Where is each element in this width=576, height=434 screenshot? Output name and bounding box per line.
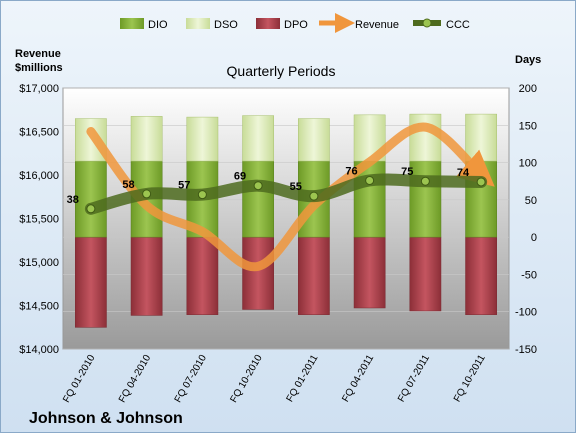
right-axis-tick-label: -50 xyxy=(521,269,537,281)
left-axis-tick-label: $15,000 xyxy=(19,257,59,269)
dso-bar xyxy=(465,113,497,162)
left-axis-tick-label: $16,500 xyxy=(19,127,59,139)
dpo-bar xyxy=(242,236,274,310)
x-axis-tick-label: FQ 01-2011 xyxy=(285,353,321,404)
ccc-point xyxy=(253,181,263,191)
bars xyxy=(75,113,497,328)
right-axis-title: Days xyxy=(515,54,541,66)
x-axis-tick-label: FQ 04-2010 xyxy=(117,353,153,405)
left-axis-tick-label: $16,000 xyxy=(19,170,59,182)
left-axis-tick-label: $15,500 xyxy=(19,214,59,226)
ccc-data-label: 76 xyxy=(345,165,357,177)
left-axis-tick-label: $17,000 xyxy=(19,83,59,95)
x-axis-tick-label: FQ 07-2011 xyxy=(396,353,432,404)
dso-bar xyxy=(409,113,442,162)
legend-marker-ccc xyxy=(422,18,432,28)
dpo-bar xyxy=(465,236,497,315)
lines xyxy=(84,122,495,272)
right-axis-tick-label: -150 xyxy=(515,344,537,356)
left-axis-tick-label: $14,000 xyxy=(19,344,59,356)
right-axis-tick-label: 0 xyxy=(531,232,537,244)
plot-area xyxy=(62,87,510,350)
dpo-bar xyxy=(130,236,163,316)
x-axis-tick-label: FQ 07-2010 xyxy=(173,353,209,405)
right-axis-tick-label: 100 xyxy=(519,158,537,170)
dso-bar xyxy=(242,115,274,162)
legend-label-revenue: Revenue xyxy=(355,19,399,31)
legend-label-dso: DSO xyxy=(214,19,238,31)
plot-title: Quarterly Periods xyxy=(227,63,336,79)
right-axis-tick-label: 50 xyxy=(525,195,537,207)
ccc-point xyxy=(86,204,96,214)
legend-label-dpo: DPO xyxy=(284,19,308,31)
right-axis-tick-label: 150 xyxy=(519,120,537,132)
ccc-data-label: 55 xyxy=(290,181,302,193)
left-axis-tick-label: $14,500 xyxy=(19,301,59,313)
company-name: Johnson & Johnson xyxy=(29,410,183,427)
dso-bar xyxy=(130,116,163,162)
ccc-data-label: 74 xyxy=(457,167,470,179)
ccc-point xyxy=(365,175,375,185)
ccc-data-labels: 38 58 57 69 55 76 75 74 xyxy=(67,165,470,205)
ccc-data-label: 69 xyxy=(234,171,246,183)
x-axis-tick-label: FQ 01-2010 xyxy=(61,353,97,405)
ccc-data-label: 38 xyxy=(67,194,79,206)
ccc-point xyxy=(309,191,319,201)
ccc-data-label: 58 xyxy=(122,179,134,191)
legend-swatch-dpo xyxy=(256,18,280,29)
dio-bar xyxy=(242,160,274,238)
x-axis-ticks: FQ 01-2010 FQ 04-2010 FQ 07-2010 FQ 10-2010… xyxy=(61,353,488,405)
right-axis-ticks: -150 -100 -50 0 50 100 150 200 xyxy=(515,83,537,356)
ccc-point xyxy=(142,189,152,199)
right-axis-tick-label: -100 xyxy=(515,307,537,319)
right-axis-tick-label: 200 xyxy=(519,83,537,95)
dio-bar xyxy=(75,160,107,238)
x-axis-tick-label: FQ 04-2011 xyxy=(340,353,376,404)
ccc-point xyxy=(197,190,207,200)
x-axis-tick-label: FQ 10-2011 xyxy=(452,353,488,404)
ccc-data-label: 57 xyxy=(178,180,190,192)
left-axis-title-line1: Revenue xyxy=(15,48,61,60)
ccc-line xyxy=(84,173,488,215)
dpo-bar xyxy=(75,236,107,328)
legend: DIO DSO DPO Revenue CCC xyxy=(120,13,470,33)
ccc-data-label: 75 xyxy=(401,166,413,178)
left-axis-title-line2: $millions xyxy=(15,62,63,74)
dpo-bar xyxy=(353,236,386,309)
ccc-point xyxy=(420,176,430,186)
dso-bar xyxy=(186,116,219,162)
legend-label-dio: DIO xyxy=(148,19,168,31)
dpo-bar xyxy=(186,236,219,315)
left-axis-ticks: $14,000 $14,500 $15,000 $15,500 $16,000 $16,5… xyxy=(19,83,59,356)
legend-label-ccc: CCC xyxy=(446,19,470,31)
dpo-bar xyxy=(409,236,442,312)
ccc-point xyxy=(476,177,486,187)
dpo-bar xyxy=(298,236,330,315)
revenue-line xyxy=(86,122,495,272)
dio-bar xyxy=(409,160,442,238)
legend-swatch-dso xyxy=(186,18,210,29)
dso-bar xyxy=(298,118,330,162)
x-axis-tick-label: FQ 10-2010 xyxy=(229,353,265,405)
legend-swatch-dio xyxy=(120,18,144,29)
